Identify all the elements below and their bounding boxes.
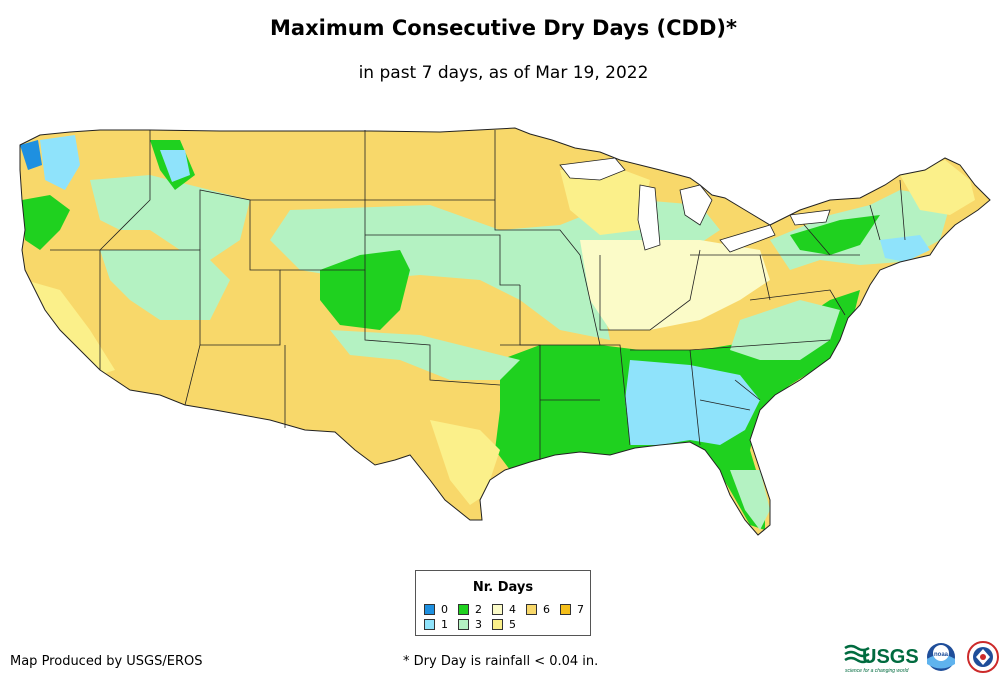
cdd-region-1-new-england xyxy=(880,235,930,262)
legend-label-6: 6 xyxy=(543,602,550,616)
map-footnote: * Dry Day is rainfall < 0.04 in. xyxy=(403,654,599,669)
legend-swatch-0 xyxy=(424,603,435,615)
svg-text:science for a changing world: science for a changing world xyxy=(845,668,909,674)
agency-logos: USGS science for a changing world noaa xyxy=(844,641,999,674)
map-title: Maximum Consecutive Dry Days (CDD)* xyxy=(270,16,737,40)
svg-text:USGS: USGS xyxy=(862,646,919,668)
legend-label-4: 4 xyxy=(509,602,516,616)
noaa-logo: noaa xyxy=(927,643,955,671)
usgs-logo: USGS science for a changing world xyxy=(844,644,919,674)
legend-swatch-2 xyxy=(458,603,469,615)
legend-swatch-3 xyxy=(458,618,469,630)
legend-swatch-4 xyxy=(492,603,503,615)
cdd-region-2-northeast xyxy=(790,215,880,255)
legend-item-4: 4 xyxy=(492,602,516,616)
cdd-region-3-southern-plains xyxy=(330,330,520,380)
map-credit: Map Produced by USGS/EROS xyxy=(10,654,203,669)
legend-label-2: 2 xyxy=(475,602,482,616)
legend-item-5: 5 xyxy=(492,617,516,631)
great-lakes xyxy=(559,157,831,253)
cdd-region-3-florida xyxy=(730,470,770,530)
legend-item-2: 2 xyxy=(458,602,482,616)
legend-item-6: 6 xyxy=(526,602,550,616)
cdd-region-5-south-texas xyxy=(430,420,500,505)
us-cdd-map xyxy=(19,127,991,536)
legend-swatch-7 xyxy=(560,603,571,615)
legend-label-1: 1 xyxy=(441,617,448,631)
cdd-region-0-pacific-nw xyxy=(20,140,42,170)
cdd-region-5-maine xyxy=(900,160,975,215)
cdd-fill-layer xyxy=(20,128,990,535)
weather-service-logo xyxy=(967,641,999,673)
cdd-region-1-idaho xyxy=(160,150,190,182)
cdd-region-5-michigan xyxy=(560,165,650,235)
legend-item-1: 1 xyxy=(424,617,448,631)
cdd-region-3-west xyxy=(90,175,250,260)
state-borders xyxy=(50,130,906,460)
legend-swatch-6 xyxy=(526,603,537,615)
legend-item-0: 0 xyxy=(424,602,448,616)
legend-swatch-1 xyxy=(424,618,435,630)
legend: Nr. Days 0 1 2 3 4 5 6 7 xyxy=(415,570,591,636)
cdd-region-1-southeast xyxy=(625,360,760,445)
cdd-region-3-great-basin xyxy=(100,250,230,320)
legend-label-3: 3 xyxy=(475,617,482,631)
legend-label-5: 5 xyxy=(509,617,516,631)
map-subtitle: in past 7 days, as of Mar 19, 2022 xyxy=(358,63,649,83)
legend-item-3: 3 xyxy=(458,617,482,631)
svg-text:noaa: noaa xyxy=(934,652,949,658)
legend-label-7: 7 xyxy=(577,602,584,616)
legend-title: Nr. Days xyxy=(472,580,534,595)
legend-swatch-5 xyxy=(492,618,503,630)
legend-item-7: 7 xyxy=(560,602,584,616)
cdd-region-4-ohio-valley xyxy=(580,240,770,330)
legend-label-0: 0 xyxy=(441,602,448,616)
cdd-region-1-pacific-nw xyxy=(40,135,80,190)
cdd-region-5-california xyxy=(25,280,115,375)
cdd-region-2-pacific-nw xyxy=(22,195,70,250)
